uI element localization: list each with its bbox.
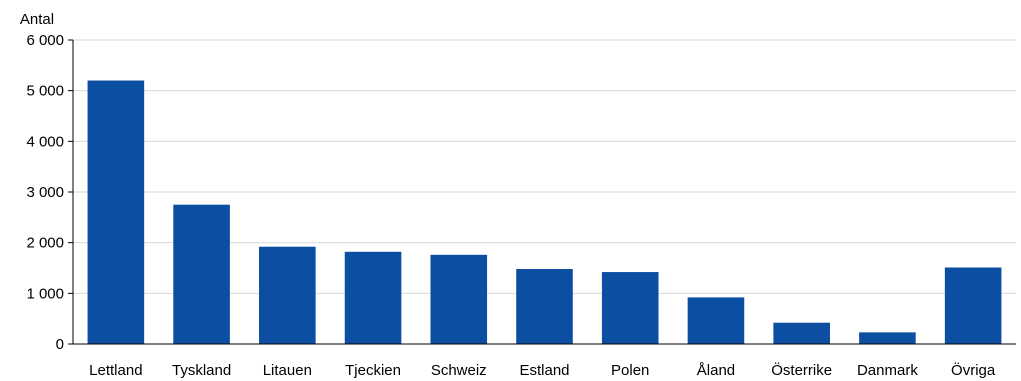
x-category-label: Estland <box>519 362 569 379</box>
y-tick-label: 4 000 <box>26 133 64 150</box>
gridlines <box>73 39 1016 294</box>
x-category-label: Övriga <box>951 361 996 379</box>
bar-estland <box>516 269 573 344</box>
bar-schweiz <box>430 254 488 344</box>
y-axis-tick-labels: 0 1 000 2 000 3 000 4 000 5 000 6 000 <box>26 32 73 353</box>
x-category-label: Schweiz <box>431 362 487 379</box>
bar-lettland <box>87 80 145 345</box>
bar-åland <box>687 297 745 344</box>
x-category-label: Österrike <box>771 361 832 379</box>
bar-övriga <box>944 267 1002 344</box>
bar-danmark <box>859 332 916 344</box>
x-category-label: Litauen <box>263 362 312 379</box>
y-tick-label: 0 <box>56 336 64 353</box>
x-category-label: Tjeckien <box>345 362 401 379</box>
bar-tjeckien <box>344 251 402 344</box>
x-category-label: Åland <box>697 362 735 379</box>
x-category-label: Polen <box>611 362 649 379</box>
x-axis-category-labels: Lettland Tyskland Litauen Tjeckien Schweiz Es… <box>89 361 996 379</box>
x-category-label: Tyskland <box>172 362 231 379</box>
y-tick-label: 1 000 <box>26 285 64 302</box>
y-axis-title: Antal <box>20 11 54 28</box>
bar-tyskland <box>173 204 230 344</box>
bar-polen <box>601 272 659 344</box>
y-tick-label: 3 000 <box>26 184 64 201</box>
bars <box>87 80 1002 345</box>
y-tick-label: 5 000 <box>26 83 64 100</box>
x-category-label: Lettland <box>89 362 142 379</box>
y-tick-label: 6 000 <box>26 32 64 49</box>
y-tick-label: 2 000 <box>26 235 64 252</box>
bar-litauen <box>259 246 316 344</box>
bar-österrike <box>773 322 830 344</box>
x-category-label: Danmark <box>857 362 918 379</box>
